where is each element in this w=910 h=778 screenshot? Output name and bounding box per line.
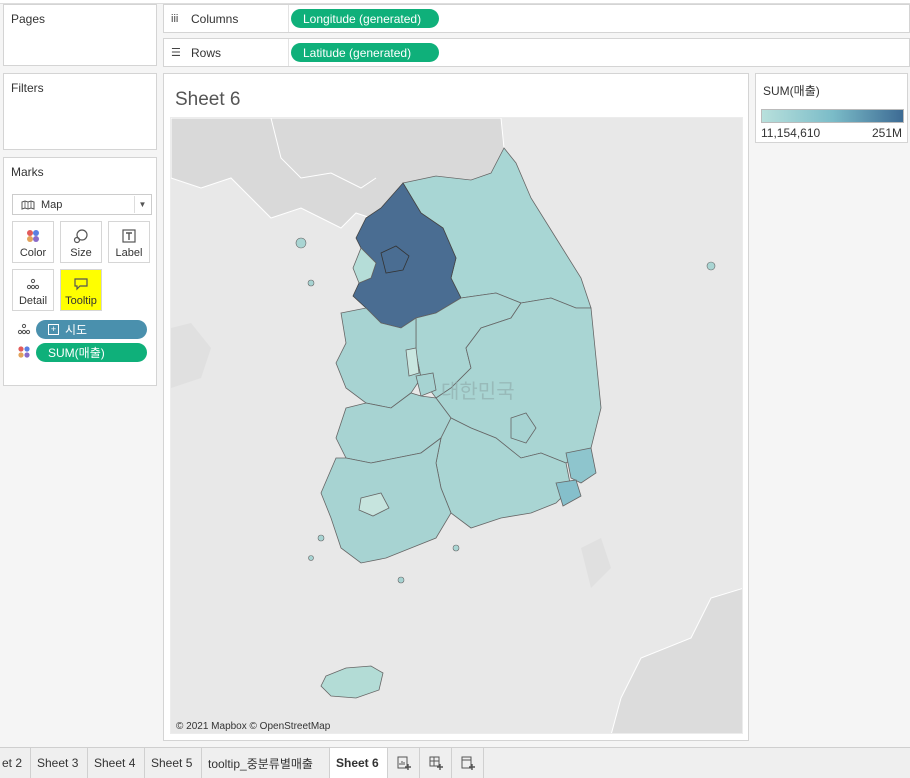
chevron-down-icon[interactable]: ▼ <box>134 196 150 213</box>
color-icon <box>18 346 30 358</box>
latitude-pill[interactable]: Latitude (generated) <box>291 43 439 62</box>
region-seoul[interactable] <box>380 245 410 274</box>
tab-sheet-6[interactable]: Sheet 6 <box>330 748 388 778</box>
longitude-pill[interactable]: Longitude (generated) <box>291 9 439 28</box>
label-label: Label <box>115 247 143 259</box>
label-button[interactable]: Label <box>108 221 150 263</box>
detail-icon <box>26 278 40 290</box>
island <box>308 555 314 561</box>
filters-title: Filters <box>11 81 44 95</box>
rows-icon: ☰ <box>171 47 181 59</box>
detail-icon <box>17 323 31 335</box>
region-busan[interactable] <box>555 479 582 507</box>
legend-max: 251M <box>871 126 902 140</box>
new-worksheet-icon[interactable] <box>388 748 420 778</box>
region-gwangju[interactable] <box>358 492 390 517</box>
country-label: 대한민국 <box>441 379 515 403</box>
color-label: Color <box>19 247 47 259</box>
west-land <box>171 323 211 388</box>
tab-sheet-5[interactable]: Sheet 5 <box>145 748 202 778</box>
legend-min: 11,154,610 <box>761 126 821 140</box>
pages-title: Pages <box>11 12 46 26</box>
color-icon <box>27 230 39 242</box>
tab-sheet-3[interactable]: Sheet 3 <box>31 748 88 778</box>
mark-type-label: Map <box>41 198 63 211</box>
island <box>295 237 307 249</box>
size-button[interactable]: Size <box>60 221 102 263</box>
region-daegu[interactable] <box>510 412 537 444</box>
size-icon <box>73 229 88 244</box>
columns-shelf[interactable]: iii Columns Longitude (generated) <box>163 4 910 33</box>
legend-gradient <box>761 109 904 123</box>
filters-shelf[interactable]: Filters <box>3 73 157 150</box>
map-view[interactable]: 대한민국 © 2021 Mapbox © OpenStreetMap <box>170 117 743 734</box>
rows-label: Rows <box>191 45 222 60</box>
detail-button[interactable]: Detail <box>12 269 54 311</box>
island <box>397 576 405 584</box>
japan-land <box>611 588 742 733</box>
new-story-icon[interactable] <box>452 748 484 778</box>
pages-shelf[interactable]: Pages <box>3 4 157 66</box>
field-pill-sum-sales[interactable]: SUM(매출) <box>36 343 147 362</box>
marks-title: Marks <box>11 165 44 179</box>
rows-label-cell: ☰ Rows <box>164 39 289 66</box>
map-icon <box>21 199 35 210</box>
field-pill-sido[interactable]: + 시도 <box>36 320 147 339</box>
legend-title: SUM(매출) <box>763 84 820 98</box>
tooltip-label: Tooltip <box>65 295 97 307</box>
region-daejeon[interactable] <box>415 372 437 397</box>
expand-plus-icon[interactable]: + <box>48 324 59 335</box>
field-pill-sum-sales-label: SUM(매출) <box>48 346 105 360</box>
tab-sheet-4[interactable]: Sheet 4 <box>88 748 145 778</box>
sheet-tabs: et 2 Sheet 3 Sheet 4 Sheet 5 tooltip_중분류… <box>0 747 910 778</box>
columns-label-cell: iii Columns <box>164 5 289 32</box>
tab-label: Sheet 3 <box>37 756 79 770</box>
region-ulsan[interactable] <box>565 447 597 484</box>
region-sejong[interactable] <box>405 347 420 377</box>
tab-label: tooltip_중분류별매출 <box>208 756 313 771</box>
tab-label: Sheet 5 <box>151 756 193 770</box>
color-legend[interactable]: SUM(매출) 11,154,610 251M <box>755 73 908 143</box>
tab-tooltip-sales[interactable]: tooltip_중분류별매출 <box>202 748 330 778</box>
tab-sheet-2[interactable]: et 2 <box>0 748 31 778</box>
color-button[interactable]: Color <box>12 221 54 263</box>
tooltip-icon <box>74 278 88 291</box>
region-incheon[interactable] <box>352 247 377 284</box>
region-jeju[interactable] <box>320 665 384 699</box>
region-chungnam[interactable] <box>335 307 422 409</box>
top-strip <box>0 0 910 4</box>
columns-icon: iii <box>171 12 179 25</box>
island <box>452 544 460 552</box>
tab-label: et 2 <box>2 756 23 770</box>
sheet-view: Sheet 6 <box>163 73 749 741</box>
new-dashboard-icon[interactable] <box>420 748 452 778</box>
detail-label: Detail <box>18 295 48 307</box>
region-jeonnam[interactable] <box>320 437 452 564</box>
map-attribution[interactable]: © 2021 Mapbox © OpenStreetMap <box>176 721 331 732</box>
field-pill-sido-label: 시도 <box>65 323 88 337</box>
tsushima-land <box>581 538 611 588</box>
sheet-title[interactable]: Sheet 6 <box>175 89 241 110</box>
label-icon <box>122 229 136 243</box>
island-ulleung <box>706 261 716 271</box>
tooltip-button[interactable]: Tooltip <box>60 269 102 311</box>
latitude-pill-label: Latitude (generated) <box>303 45 412 60</box>
size-label: Size <box>70 247 92 259</box>
north-border-line <box>270 118 377 189</box>
longitude-pill-label: Longitude (generated) <box>303 11 422 26</box>
tab-label: Sheet 6 <box>336 756 379 770</box>
mark-type-dropdown[interactable]: Map ▼ <box>12 194 152 215</box>
tab-label: Sheet 4 <box>94 756 136 770</box>
korea-map[interactable]: 대한민국 © 2021 Mapbox © OpenStreetMap <box>171 118 743 734</box>
island <box>317 534 325 542</box>
rows-shelf[interactable]: ☰ Rows Latitude (generated) <box>163 38 910 67</box>
columns-label: Columns <box>191 11 239 26</box>
island <box>307 279 315 287</box>
marks-card: Marks Map ▼ Color Size Label <box>3 157 157 386</box>
